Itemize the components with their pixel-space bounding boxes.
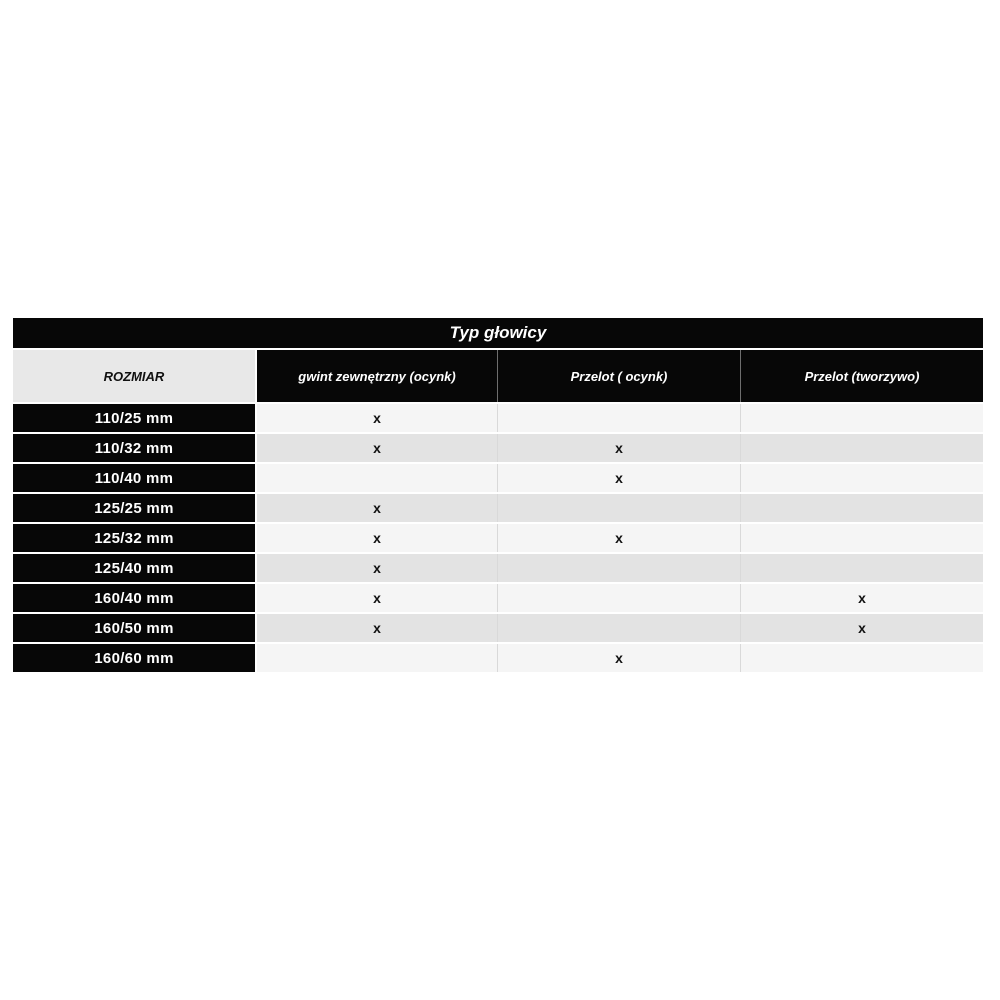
mark-cell [497, 494, 740, 522]
table-row: 160/60 mm x [13, 644, 983, 672]
row-label: 110/32 mm [13, 434, 257, 462]
mark-cell [497, 404, 740, 432]
table-title: Typ głowicy [13, 318, 983, 348]
mark-cell [740, 464, 983, 492]
column-header-gwint-zewnetrzny: gwint zewnętrzny (ocynk) [257, 350, 497, 402]
mark-cell: x [740, 614, 983, 642]
mark-cell: x [497, 434, 740, 462]
mark-cell: x [497, 644, 740, 672]
mark-cell: x [257, 434, 497, 462]
mark-cell [740, 494, 983, 522]
row-label: 125/25 mm [13, 494, 257, 522]
mark-cell: x [257, 554, 497, 582]
mark-cell [740, 434, 983, 462]
mark-cell [497, 584, 740, 612]
table-row: 160/40 mm x x [13, 584, 983, 612]
mark-cell [257, 464, 497, 492]
row-label: 160/40 mm [13, 584, 257, 612]
mark-cell [497, 554, 740, 582]
table-header-row: ROZMIAR gwint zewnętrzny (ocynk) Przelot… [13, 350, 983, 402]
table-row: 125/40 mm x [13, 554, 983, 582]
mark-cell: x [257, 494, 497, 522]
row-label: 160/60 mm [13, 644, 257, 672]
column-header-przelot-ocynk: Przelot ( ocynk) [497, 350, 740, 402]
table-row: 125/32 mm x x [13, 524, 983, 552]
row-label: 110/25 mm [13, 404, 257, 432]
mark-cell [740, 644, 983, 672]
column-header-rozmiar: ROZMIAR [13, 350, 257, 402]
mark-cell: x [740, 584, 983, 612]
table-row: 160/50 mm x x [13, 614, 983, 642]
mark-cell [257, 644, 497, 672]
mark-cell: x [257, 614, 497, 642]
table-row: 125/25 mm x [13, 494, 983, 522]
mark-cell: x [257, 404, 497, 432]
table-row: 110/25 mm x [13, 404, 983, 432]
mark-cell [740, 404, 983, 432]
row-label: 110/40 mm [13, 464, 257, 492]
row-label: 125/32 mm [13, 524, 257, 552]
head-type-table: Typ głowicy ROZMIAR gwint zewnętrzny (oc… [13, 318, 983, 674]
mark-cell [740, 554, 983, 582]
mark-cell: x [497, 524, 740, 552]
row-label: 125/40 mm [13, 554, 257, 582]
table-row: 110/32 mm x x [13, 434, 983, 462]
mark-cell: x [257, 524, 497, 552]
mark-cell [497, 614, 740, 642]
column-header-przelot-tworzywo: Przelot (tworzywo) [740, 350, 983, 402]
mark-cell: x [257, 584, 497, 612]
table-row: 110/40 mm x [13, 464, 983, 492]
row-label: 160/50 mm [13, 614, 257, 642]
mark-cell [740, 524, 983, 552]
mark-cell: x [497, 464, 740, 492]
